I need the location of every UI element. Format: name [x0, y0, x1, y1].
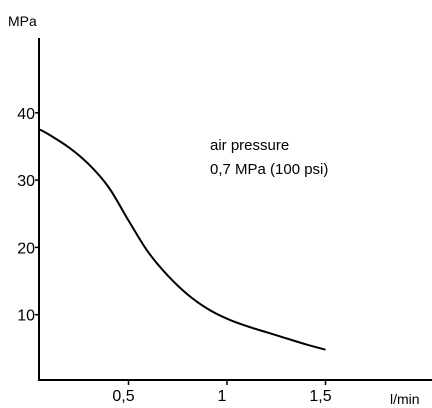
x-tick-label: 1 — [218, 388, 227, 405]
series-line — [39, 128, 326, 351]
x-tick-label: 0,5 — [112, 388, 134, 405]
y-tick-label: 30 — [17, 173, 35, 190]
ticks: 10 20 30 40 0,5 1 1,5 — [17, 106, 332, 405]
annotation-line-2: 0,7 MPa (100 psi) — [210, 161, 328, 178]
y-tick-label: 10 — [17, 308, 35, 325]
x-tick-label: 1,5 — [309, 388, 331, 405]
axes — [38, 38, 432, 381]
y-tick-label: 20 — [17, 240, 35, 257]
y-tick-label: 40 — [17, 106, 35, 123]
y-axis-label: MPa — [8, 13, 37, 29]
annotation-line-1: air pressure — [210, 137, 289, 154]
x-axis-label: l/min — [390, 391, 420, 407]
